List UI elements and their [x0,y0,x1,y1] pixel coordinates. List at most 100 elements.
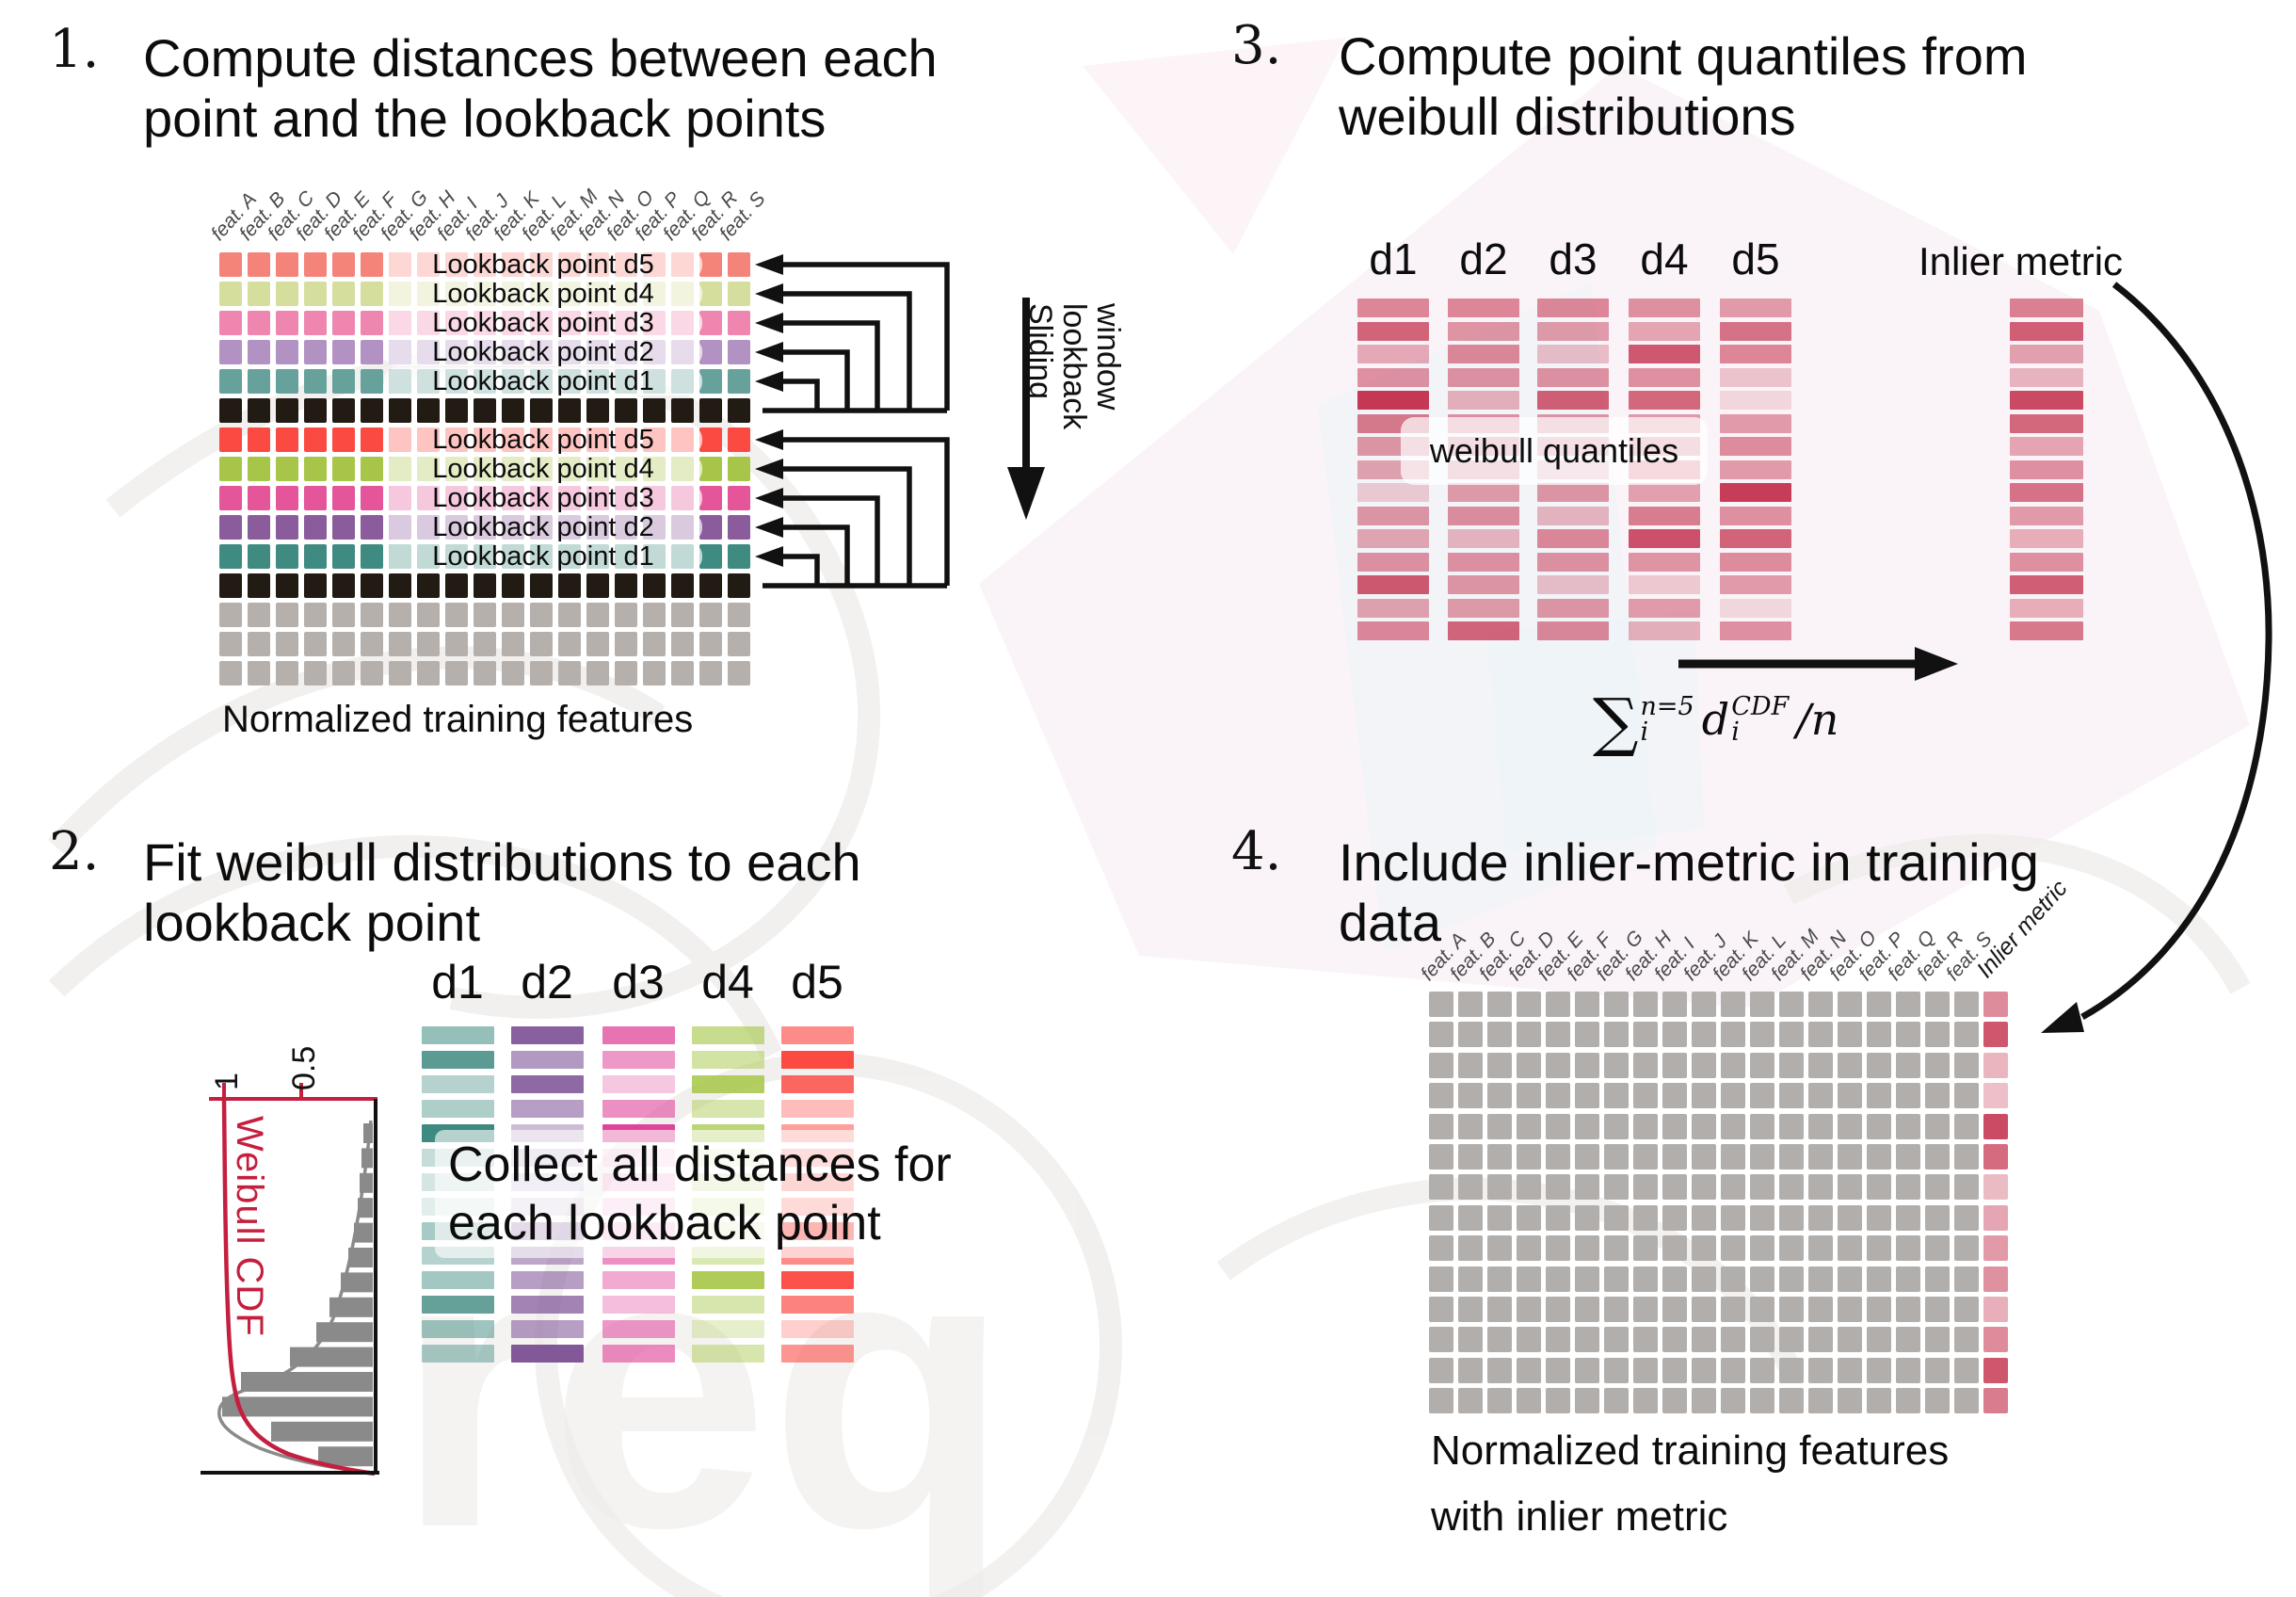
grid-cell [361,311,383,335]
grid-cell [728,544,750,569]
grid-cell [445,661,468,686]
quantile-bar [1448,529,1519,548]
grid-cell [276,282,298,306]
quantile-bar [1720,345,1791,363]
training-feature-cell [1662,1022,1687,1048]
grid-cell [586,632,609,656]
inlier-metric-cell [1983,1113,2008,1139]
grid-cell [699,573,722,598]
training-feature-cell [1604,1052,1629,1078]
quantile-bar [1629,621,1700,640]
grid-cell [502,603,524,627]
training-feature-cell [1487,1022,1512,1048]
training-feature-cell [1838,1144,1862,1170]
quantile-bar [1629,552,1700,572]
inlier-metric-curved-arrow [2041,282,2272,1033]
summation-symbol: ∑ [1593,686,1639,760]
training-feature-cell [1954,1052,1979,1078]
grid-cell [304,369,327,394]
grid-cell [248,427,270,452]
distance-bar [692,1296,764,1314]
training-feature-cell [1808,1113,1833,1139]
grid-cell [361,252,383,277]
training-feature-cell [1487,1113,1512,1139]
grid-cell [699,486,722,510]
training-feature-cell [1750,1204,1774,1231]
grid-cell [361,544,383,569]
quantile-bar [1629,575,1700,594]
quantile-bar [1448,391,1519,410]
grid-cell [219,515,242,540]
training-feature-cell [1808,1083,1833,1109]
training-feature-cell [1458,1204,1483,1231]
distribution-curve [217,1120,374,1475]
distance-bar [692,1345,764,1363]
training-feature-cell [1779,1083,1804,1109]
quantile-bar [1357,621,1429,640]
grid-cell [699,544,722,569]
training-feature-cell [1429,1083,1453,1109]
grid-cell [502,398,524,423]
distance-bar [692,1051,764,1069]
quantile-bar [1720,413,1791,433]
step3-title: Compute point quantiles from weibull dis… [1339,26,2028,147]
grid-cell [276,544,298,569]
inlier-metric-cell [1983,1144,2008,1170]
training-feature-cell [1458,1052,1483,1078]
training-feature-cell [1692,1052,1716,1078]
training-feature-cell [1575,1144,1599,1170]
inlier-metric-bar [2010,621,2083,640]
grid-cell [276,369,298,394]
distance-bar [602,1026,675,1044]
lookback-row-label: Lookback point d1 [384,367,702,395]
grid-cell [699,398,722,423]
quantile-bar [1537,345,1609,363]
training-feature-cell [1954,1022,1979,1048]
inlier-metric-bar [2010,506,2083,525]
lookback-row-label: Lookback point d5 [384,250,702,279]
quantile-bar [1448,598,1519,618]
histogram-bar [318,1446,373,1467]
grid-cell [332,515,355,540]
grid-cell [219,661,242,686]
quantile-bar [1537,391,1609,410]
quantile-bar [1448,575,1519,594]
training-feature-cell [1487,1052,1512,1078]
grid-cell [219,573,242,598]
training-feature-cell [1517,1235,1541,1262]
inlier-metric-formula: ∑ n=5 i d CDF i/n [1593,686,1839,760]
grid-cell [502,573,524,598]
grid-cell [417,573,440,598]
distance-bar [781,1100,854,1118]
grid-cell [558,632,581,656]
training-feature-cell [1954,1083,1979,1109]
training-feature-cell [1575,1022,1599,1048]
quantile-bar [1720,460,1791,479]
grid-cell [728,661,750,686]
training-feature-cell [1517,1174,1541,1201]
training-feature-cell [1604,1204,1629,1231]
lookback-arrowheads-group1 [755,254,783,392]
inlier-metric-bar [2010,367,2083,387]
training-feature-cell [1458,1174,1483,1201]
grid-cell [699,661,722,686]
training-feature-cell [1838,1052,1862,1078]
step1-number: 1. [49,19,100,80]
quantile-bar [1357,506,1429,525]
grid-cell [304,544,327,569]
training-feature-cell [1954,992,1979,1017]
grid-cell [586,573,609,598]
grid-cell [728,369,750,394]
training-feature-cell [1604,1113,1629,1139]
distance-bar [422,1320,494,1338]
grid-cell [332,340,355,364]
grid-cell [445,603,468,627]
training-feature-cell [1925,1022,1950,1048]
grid-cell [728,515,750,540]
grid-cell [304,398,327,423]
distance-bar [781,1345,854,1363]
training-feature-cell [1429,1052,1453,1078]
grid-cell [643,661,666,686]
training-feature-cell [1896,1113,1920,1139]
